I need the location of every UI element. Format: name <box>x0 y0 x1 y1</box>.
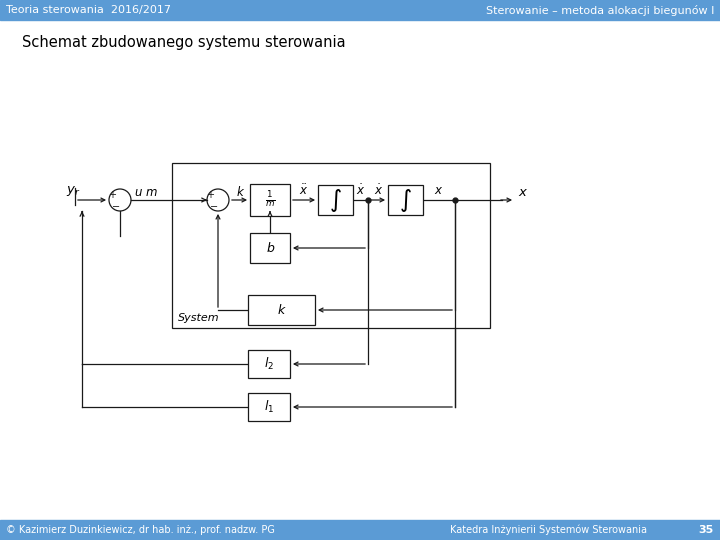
Text: k: k <box>278 303 285 316</box>
Bar <box>388 185 423 215</box>
Bar <box>0 0 720 20</box>
Text: $\dot{x}$: $\dot{x}$ <box>356 184 365 198</box>
Bar <box>318 185 353 215</box>
Text: +: + <box>206 190 214 200</box>
Text: 35: 35 <box>698 525 714 535</box>
Text: Katedra Inżynierii Systemów Sterowania: Katedra Inżynierii Systemów Sterowania <box>450 525 647 535</box>
Bar <box>172 163 490 328</box>
Text: System: System <box>178 313 220 323</box>
Text: Schemat zbudowanego systemu sterowania: Schemat zbudowanego systemu sterowania <box>22 35 346 50</box>
Text: $l_1$: $l_1$ <box>264 399 274 415</box>
Bar <box>0 520 720 540</box>
Bar <box>248 295 315 325</box>
Text: −: − <box>112 202 120 212</box>
Text: $\int$: $\int$ <box>399 187 412 214</box>
Text: Sterowanie – metoda alokacji biegunów I: Sterowanie – metoda alokacji biegunów I <box>485 4 714 16</box>
Bar <box>250 184 290 216</box>
Bar <box>248 350 290 378</box>
Text: $\ddot{x}$: $\ddot{x}$ <box>300 184 309 198</box>
Text: m: m <box>145 186 157 199</box>
Text: +: + <box>108 190 116 200</box>
Text: $l_2$: $l_2$ <box>264 356 274 372</box>
Text: b: b <box>266 241 274 254</box>
Text: © Kazimierz Duzinkiewicz, dr hab. inż., prof. nadzw. PG: © Kazimierz Duzinkiewicz, dr hab. inż., … <box>6 525 275 535</box>
Text: $x$: $x$ <box>434 185 444 198</box>
Text: x: x <box>518 186 526 199</box>
Text: k: k <box>237 186 244 199</box>
Text: $\dot{x}$: $\dot{x}$ <box>374 184 383 198</box>
Text: Teoria sterowania  2016/2017: Teoria sterowania 2016/2017 <box>6 5 171 15</box>
Bar <box>248 393 290 421</box>
Text: u: u <box>134 186 142 199</box>
Text: −: − <box>210 202 218 212</box>
Text: $\frac{1}{m}$: $\frac{1}{m}$ <box>265 190 275 210</box>
Text: $\int$: $\int$ <box>329 187 342 214</box>
Bar <box>250 233 290 263</box>
Text: $y_r$: $y_r$ <box>66 184 80 198</box>
